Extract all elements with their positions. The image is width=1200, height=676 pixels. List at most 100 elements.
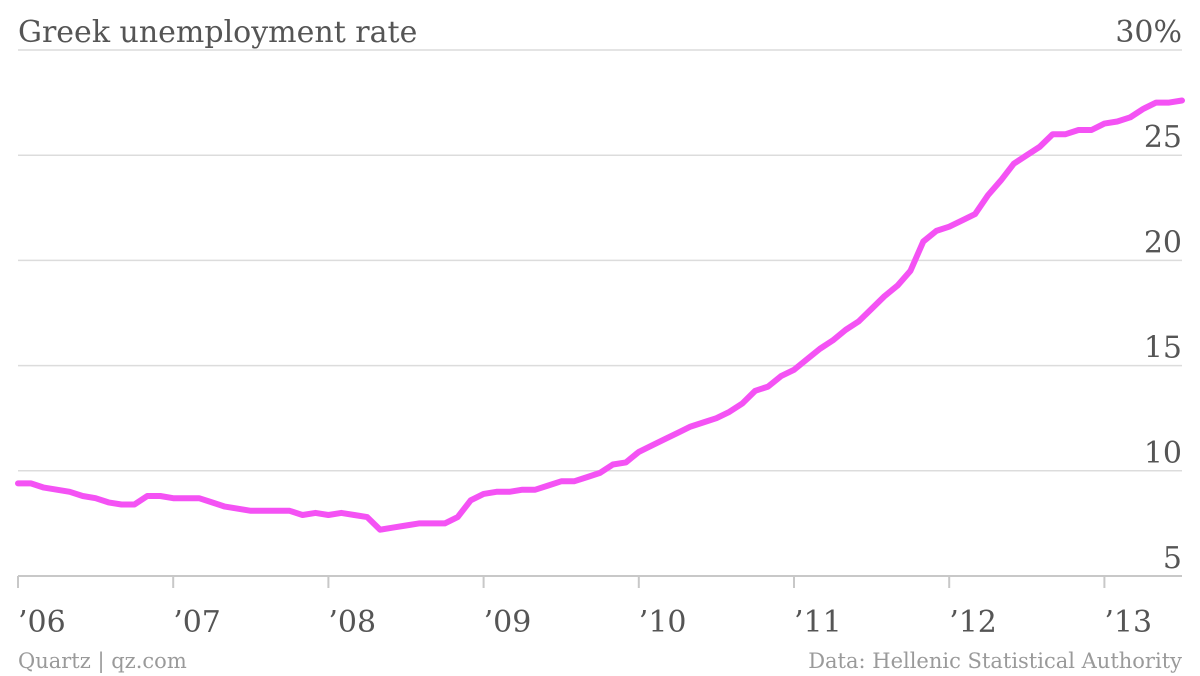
- data-point: [431, 522, 433, 524]
- data-point: [638, 451, 640, 453]
- chart-title: Greek unemployment rate: [18, 15, 417, 50]
- data-point: [987, 194, 989, 196]
- y-tick-label: 15: [1144, 331, 1182, 366]
- data-point: [1013, 163, 1015, 165]
- data-point: [547, 485, 549, 486]
- footer-source-left: Quartz | qz.com: [18, 649, 187, 674]
- data-point: [780, 375, 782, 377]
- data-point: [315, 512, 316, 514]
- data-point: [496, 491, 497, 493]
- x-axis: ’06 ’07 ’08 ’09 ’10 ’11 ’12 ’13: [17, 576, 1152, 640]
- data-point: [1039, 146, 1041, 148]
- data-point: [340, 512, 342, 514]
- series-line: [15, 97, 1185, 533]
- data-point: [560, 480, 562, 482]
- data-point: [715, 417, 717, 419]
- data-point: [211, 501, 213, 503]
- series-layer: [15, 97, 1185, 533]
- data-point: [703, 421, 704, 423]
- y-tick-label: 20: [1144, 225, 1182, 260]
- data-point: [948, 226, 950, 228]
- data-point: [521, 489, 523, 491]
- data-point: [819, 348, 821, 350]
- data-point: [95, 497, 97, 499]
- data-point: [289, 510, 291, 512]
- data-point: [146, 495, 148, 497]
- data-point: [1181, 100, 1183, 101]
- data-point: [625, 461, 627, 463]
- x-tick-label: ’06: [18, 605, 66, 640]
- data-point: [108, 501, 109, 503]
- data-point: [677, 432, 679, 434]
- data-point: [457, 516, 459, 518]
- data-point: [897, 285, 898, 287]
- data-point: [884, 295, 885, 297]
- data-point: [198, 497, 200, 499]
- data-point: [483, 493, 485, 495]
- data-point: [509, 491, 510, 493]
- data-point: [845, 329, 847, 331]
- data-point: [327, 514, 329, 516]
- data-point: [172, 497, 174, 499]
- data-point: [379, 529, 381, 531]
- data-point: [418, 522, 420, 524]
- data-point: [871, 308, 873, 310]
- data-point: [30, 482, 32, 484]
- y-axis-tick-labels: 30% 25 20 15 10 5: [1115, 15, 1182, 576]
- data-point: [793, 369, 795, 371]
- x-tick-label: ’13: [1104, 605, 1152, 640]
- data-point: [573, 480, 575, 482]
- data-point: [767, 386, 769, 388]
- x-tick-label: ’10: [639, 605, 687, 640]
- y-tick-label: 5: [1163, 541, 1182, 576]
- data-point: [1026, 154, 1028, 156]
- data-point: [56, 489, 58, 491]
- data-point: [185, 497, 187, 499]
- data-point: [405, 525, 407, 526]
- data-point: [1052, 133, 1054, 135]
- data-point: [1155, 102, 1157, 104]
- y-tick-label: 25: [1144, 120, 1182, 155]
- data-point: [974, 213, 976, 215]
- y-tick-label: 30%: [1115, 15, 1182, 50]
- data-point: [832, 339, 834, 341]
- data-point: [1000, 179, 1002, 181]
- x-tick-label: ’07: [173, 605, 221, 640]
- data-point: [224, 506, 226, 508]
- data-point: [470, 499, 472, 501]
- data-point: [444, 522, 446, 524]
- data-point: [133, 504, 135, 505]
- data-point: [961, 219, 963, 221]
- data-point: [366, 516, 368, 518]
- data-point: [922, 241, 924, 242]
- data-point: [728, 411, 730, 413]
- data-point: [806, 358, 808, 360]
- x-tick-label: ’09: [484, 605, 532, 640]
- data-point: [754, 390, 756, 392]
- data-point: [858, 320, 860, 322]
- data-point: [250, 510, 252, 512]
- x-tick-label: ’11: [794, 605, 842, 640]
- data-point: [263, 510, 265, 512]
- data-point: [935, 230, 937, 232]
- data-point: [1091, 129, 1092, 131]
- data-point: [909, 270, 911, 272]
- data-point: [1103, 123, 1105, 125]
- y-tick-label: 10: [1144, 436, 1182, 471]
- x-tick-label: ’08: [328, 605, 376, 640]
- data-point: [237, 508, 239, 510]
- data-point: [392, 527, 394, 529]
- data-point: [534, 489, 536, 491]
- data-point: [1065, 133, 1067, 135]
- data-point: [664, 438, 666, 440]
- data-point: [690, 426, 691, 428]
- data-point: [651, 445, 653, 447]
- data-point: [1129, 116, 1131, 118]
- data-point: [1116, 121, 1118, 122]
- data-point: [741, 403, 743, 404]
- data-point: [17, 482, 19, 484]
- data-point: [599, 472, 601, 474]
- data-point: [121, 504, 122, 505]
- data-point: [302, 514, 303, 516]
